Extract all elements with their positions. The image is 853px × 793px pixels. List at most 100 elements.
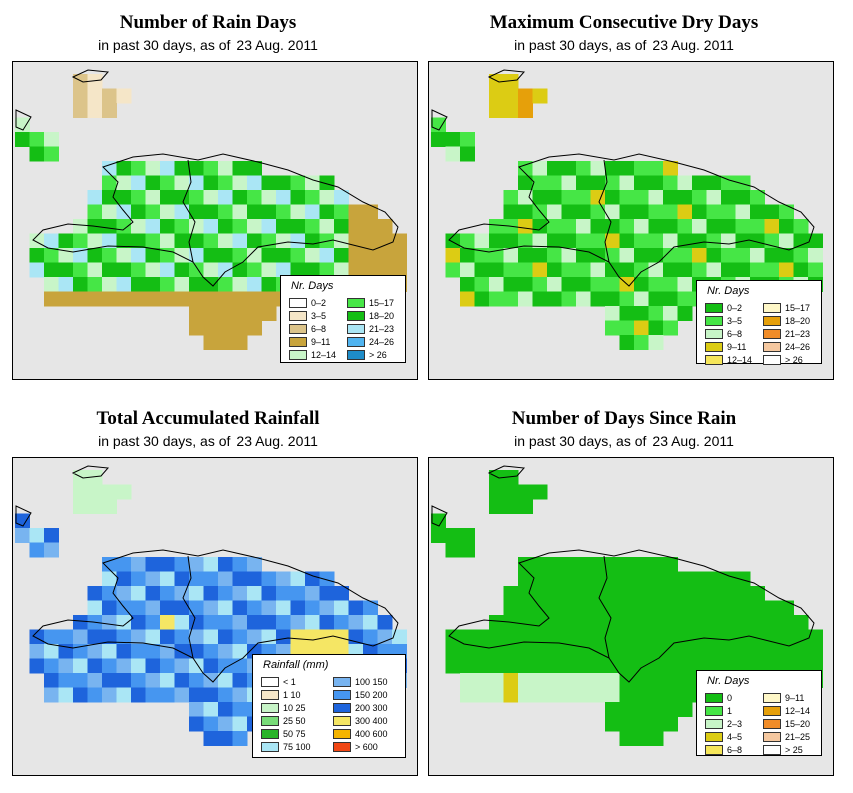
grid-cell — [474, 658, 490, 674]
grid-cell — [319, 190, 335, 205]
grid-cell — [319, 600, 335, 616]
grid-cell — [663, 644, 678, 659]
grid-cell — [102, 262, 117, 278]
grid-cell — [721, 571, 736, 587]
grid-cell — [590, 161, 606, 176]
grid-cell — [692, 175, 707, 191]
grid-cell — [174, 673, 190, 688]
grid-cell — [203, 262, 219, 278]
grid-cell — [547, 557, 562, 572]
grid-cell — [663, 716, 678, 732]
grid-cell — [634, 687, 649, 703]
grid-cell — [87, 190, 103, 205]
legend-item: < 1 — [261, 676, 296, 687]
grid-cell — [460, 542, 475, 558]
grid-cell — [590, 190, 606, 205]
grid-cell — [44, 658, 59, 674]
legend-label: 12–14 — [727, 354, 753, 365]
legend-item: > 600 — [333, 741, 378, 752]
legend-swatch — [705, 731, 723, 742]
legend-title: Rainfall (mm) — [263, 659, 329, 671]
country-border — [598, 159, 612, 263]
legend-item: 400 600 — [333, 728, 388, 739]
grid-cell — [677, 262, 693, 278]
grid-cell — [619, 262, 635, 278]
grid-cell — [547, 291, 562, 307]
grid-cell — [547, 262, 562, 278]
grid-cell — [576, 161, 591, 176]
grid-cell — [232, 716, 248, 732]
grid-cell — [518, 190, 533, 205]
grid-cell — [189, 600, 204, 616]
grid-cell — [489, 484, 504, 500]
grid-cell — [576, 175, 591, 191]
grid-cell — [87, 74, 103, 89]
grid-cell — [174, 190, 190, 205]
grid-cell — [261, 248, 277, 263]
grid-cell — [87, 233, 103, 249]
grid-cell — [634, 291, 649, 307]
grid-cell — [503, 262, 519, 278]
grid-cell — [460, 687, 475, 703]
grid-cell — [648, 687, 664, 703]
grid-cell — [706, 629, 722, 645]
legend-label: 21–25 — [785, 731, 811, 742]
grid-cell — [102, 161, 117, 176]
grid-cell — [489, 673, 504, 688]
legend-item: > 25 — [763, 744, 803, 755]
grid-cell — [232, 658, 248, 674]
grid-cell — [44, 528, 59, 543]
grid-cell — [87, 262, 103, 278]
panel-title: Maximum Consecutive Dry Days — [489, 12, 759, 33]
grid-cell — [663, 673, 678, 688]
grid-cell — [261, 306, 277, 321]
grid-cell — [145, 291, 161, 307]
legend-label: 21–23 — [369, 323, 395, 334]
grid-cell — [663, 204, 678, 220]
grid-cell — [721, 219, 736, 234]
grid-cell — [73, 673, 88, 688]
grid-cell — [489, 74, 504, 89]
grid-cell — [232, 629, 248, 645]
grid-cell — [677, 248, 693, 263]
grid-cell — [532, 277, 548, 292]
grid-cell — [73, 499, 88, 514]
grid-cell — [73, 103, 88, 118]
grid-cell — [779, 219, 794, 234]
grid-cell — [116, 557, 132, 572]
grid-cell — [160, 600, 175, 616]
legend-item: 12–14 — [705, 354, 752, 365]
grid-cell — [576, 673, 591, 688]
grid-cell — [561, 658, 577, 674]
legend-label: 75 100 — [283, 741, 311, 752]
grid-cell — [102, 673, 117, 688]
subtitle-date: 23 Aug. 2011 — [236, 37, 318, 53]
grid-cell — [474, 687, 490, 703]
grid-cell — [189, 629, 204, 645]
grid-cell — [503, 658, 519, 674]
grid-cell — [576, 204, 591, 220]
legend-item: 9–11 — [705, 341, 746, 352]
grid-cell — [174, 615, 190, 630]
grid-cell — [131, 248, 146, 263]
grid-cell — [348, 262, 364, 278]
grid-cell — [203, 291, 219, 307]
grid-cell — [532, 571, 548, 587]
grid-cell — [750, 600, 765, 616]
grid-cell — [145, 248, 161, 263]
grid-cell — [377, 219, 393, 234]
grid-cell — [547, 687, 562, 703]
grid-cell — [721, 586, 736, 601]
grid-cell — [160, 557, 175, 572]
map-grid — [15, 69, 407, 350]
grid-cell — [174, 586, 190, 601]
legend-item: 18–20 — [763, 315, 810, 326]
grid-cell — [619, 716, 635, 732]
grid-cell — [634, 600, 649, 616]
subtitle-text: in past 30 days, as of — [98, 37, 231, 53]
grid-cell — [174, 629, 190, 645]
grid-cell — [189, 615, 204, 630]
grid-cell — [634, 615, 649, 630]
grid-cell — [232, 615, 248, 630]
grid-cell — [605, 629, 620, 645]
